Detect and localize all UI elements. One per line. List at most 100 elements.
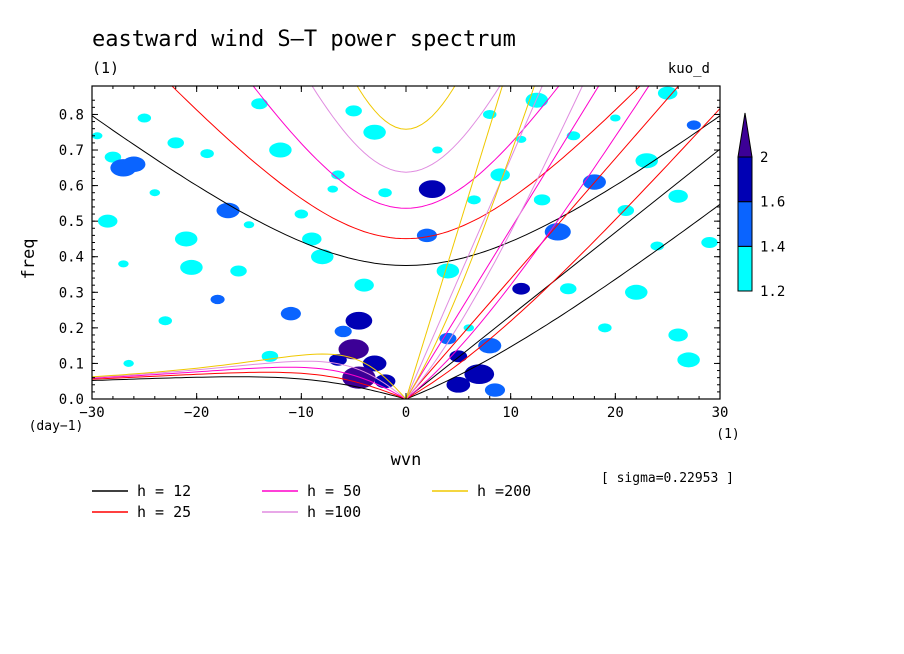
spectral-patch (635, 153, 658, 169)
spectral-patch (544, 223, 571, 241)
spectral-patches (92, 86, 718, 397)
chart-subtitle-left: (1) (92, 59, 119, 77)
dispersion-curve (405, 86, 503, 399)
spectral-patch (123, 359, 134, 367)
spectral-patch (122, 156, 146, 172)
colorbar-extend-arrow (737, 112, 753, 158)
legend-label: h =200 (477, 482, 531, 500)
spectral-patch (251, 98, 268, 110)
spectral-patch (97, 214, 118, 228)
spectral-patch (345, 311, 373, 330)
spectral-patch (338, 339, 369, 360)
spectral-patch (327, 185, 338, 193)
x-tick-label: 10 (502, 405, 519, 421)
x-tick-label: 30 (712, 405, 729, 421)
y-tick-label: 0.8 (59, 107, 84, 123)
x-tick-label: 0 (402, 405, 410, 421)
spectral-patch (269, 142, 292, 158)
colorbar-segment (737, 245, 753, 292)
spectral-patch (446, 376, 471, 393)
spectral-patch (345, 105, 362, 117)
x-tick-label: −20 (184, 405, 209, 421)
dispersion-curve (92, 371, 407, 399)
y-tick-label: 0.4 (59, 250, 84, 266)
y-axis-label: freq (19, 239, 39, 280)
y-tick-label: 0.2 (59, 321, 84, 337)
chart-title: eastward wind S–T power spectrum (92, 27, 516, 52)
x-axis-label: wvn (391, 450, 422, 470)
dispersion-curve (92, 353, 407, 399)
spectral-patch (701, 237, 718, 248)
spectral-patch (363, 124, 386, 140)
legend-label: h = 12 (137, 482, 191, 500)
dispersion-curve (171, 86, 641, 240)
spectral-patch (467, 195, 481, 205)
spectral-patch (598, 323, 612, 333)
spectral-patch (118, 260, 129, 268)
x-tick-label: 20 (607, 405, 624, 421)
spectral-patch (436, 263, 460, 279)
spectral-patch (559, 283, 577, 295)
spectral-patch (280, 306, 301, 321)
spectral-patch (216, 202, 240, 219)
spectral-patch (463, 324, 475, 332)
spectral-patch (362, 355, 387, 372)
dispersion-curve (92, 360, 407, 399)
colorbar-segment (737, 201, 753, 247)
colorbar-segment (737, 156, 753, 203)
dispersion-curve (405, 86, 543, 399)
spectral-patch (378, 188, 392, 198)
spectral-patch (533, 194, 551, 206)
x-tick-label: −30 (79, 405, 104, 421)
spectral-patch (512, 282, 530, 295)
spectral-patch (302, 232, 322, 246)
dispersion-curve (311, 86, 501, 173)
colorbar-label: 1.6 (760, 195, 785, 211)
spectral-patch (657, 86, 678, 100)
y-tick-label: 0.0 (59, 392, 84, 408)
legend-label: h = 50 (307, 482, 361, 500)
spectral-patch (210, 294, 225, 305)
spectral-patch (432, 146, 443, 154)
y-tick-label: 0.3 (59, 285, 84, 301)
dispersion-curve (405, 203, 720, 399)
spectral-patch (180, 259, 203, 275)
spectral-patch (478, 337, 502, 354)
spectral-patch (610, 114, 621, 122)
dispersion-curve (356, 86, 456, 130)
spectral-patch (668, 189, 688, 203)
x-tick-label: −10 (289, 405, 314, 421)
spectral-patch (294, 209, 309, 219)
spectral-patch (149, 189, 161, 197)
dispersion-curve (92, 366, 407, 399)
spectral-patch (374, 374, 396, 389)
dispersion-curves (92, 86, 720, 399)
colorbar-label: 2 (760, 150, 768, 166)
spectral-patch (566, 131, 581, 141)
spectral-patch (167, 137, 184, 149)
spectral-patch (677, 352, 700, 368)
y-tick-label: 0.5 (59, 214, 84, 230)
spectral-patch (342, 366, 376, 389)
dispersion-curve (405, 108, 720, 399)
colorbar-label: 1.2 (760, 284, 785, 300)
spectral-patch (418, 180, 446, 199)
x-unit-label: (1) (716, 427, 739, 442)
spectral-patch (650, 241, 664, 251)
axes: −30 −20 −10 0 10 20 30 0.0 0.1 0.2 0.3 0.4 0.5 0.6 0.7… (59, 86, 729, 421)
colorbar: 1.2 1.4 1.6 2 (737, 112, 785, 300)
spectral-patch (331, 170, 345, 180)
dispersion-curve (405, 148, 720, 399)
y-tick-label: 0.7 (59, 143, 84, 159)
sigma-label: [ sigma=0.22953 ] (601, 471, 734, 486)
legend-label: h =100 (307, 503, 361, 521)
dispersion-curve (405, 86, 535, 399)
legend: h = 12 h = 25 h = 50 h =100 h =200 (92, 482, 531, 521)
y-tick-label: 0.6 (59, 179, 84, 195)
spectral-patch (686, 120, 701, 130)
y-tick-label: 0.1 (59, 356, 84, 372)
spectral-patch (484, 383, 506, 397)
y-unit-label: (day−1) (29, 419, 84, 434)
dispersion-curve (92, 115, 720, 267)
